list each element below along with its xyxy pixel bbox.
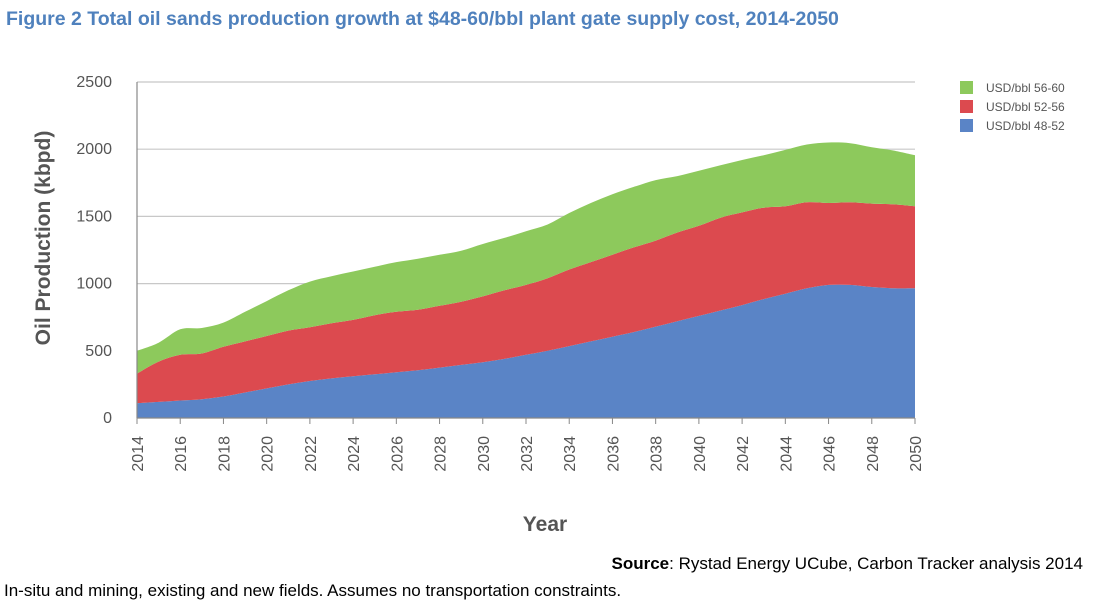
x-tick-label: 2026 [389,436,406,472]
area-usd-bbl-48-52 [137,284,915,418]
x-axis-title: Year [523,513,567,536]
x-axis-ticks: 2014 2016 2018 2020 2022 2024 2026 2028 2030 2032… [130,418,925,472]
area-usd-bbl-56-60 [137,142,915,374]
x-tick-label: 2018 [216,436,233,472]
x-tick-label: 2014 [130,436,147,472]
x-tick-label: 2050 [908,436,925,472]
x-tick-label: 2048 [865,436,882,472]
footnote: In-situ and mining, existing and new fie… [4,581,622,600]
x-tick-label: 2036 [605,436,622,472]
y-tick-label: 500 [85,343,112,360]
source-text: : Rystad Energy UCube, Carbon Tracker an… [669,554,1083,573]
x-tick-label: 2032 [519,436,536,472]
area-usd-bbl-52-56 [137,202,915,404]
y-axis-ticks: 0 500 1000 1500 2000 2500 [76,74,112,427]
legend-swatch [960,119,973,132]
y-tick-label: 0 [103,410,112,427]
legend-label: USD/bbl 56-60 [986,81,1065,95]
legend-label: USD/bbl 48-52 [986,119,1065,133]
x-tick-label: 2046 [822,436,839,472]
y-tick-label: 1000 [76,276,112,293]
x-tick-label: 2038 [649,436,666,472]
x-tick-label: 2040 [692,436,709,472]
x-tick-label: 2022 [303,436,320,472]
y-tick-label: 2000 [76,141,112,158]
x-tick-label: 2034 [562,436,579,472]
x-tick-label: 2016 [173,436,190,472]
x-tick-label: 2042 [735,436,752,472]
y-tick-label: 1500 [76,208,112,225]
legend: USD/bbl 56-60 USD/bbl 52-56 USD/bbl 48-52 [960,81,1065,133]
legend-swatch [960,81,973,94]
figure-title: Figure 2 Total oil sands production grow… [6,8,839,30]
legend-label: USD/bbl 52-56 [986,100,1065,114]
x-tick-label: 2044 [778,436,795,472]
x-tick-label: 2028 [433,436,450,472]
x-tick-label: 2030 [476,436,493,472]
source-label: Source [611,554,670,573]
source-line: Source: Rystad Energy UCube, Carbon Trac… [611,554,1083,574]
legend-swatch [960,100,973,113]
chart-svg: 0 500 1000 1500 2000 2500 2014 2016 2018 2020 202… [32,74,1065,536]
x-tick-label: 2020 [260,436,277,472]
plot-areas [137,142,915,418]
y-tick-label: 2500 [76,74,112,91]
x-tick-label: 2024 [346,436,363,472]
y-axis-title: Oil Production (kbpd) [32,131,55,346]
